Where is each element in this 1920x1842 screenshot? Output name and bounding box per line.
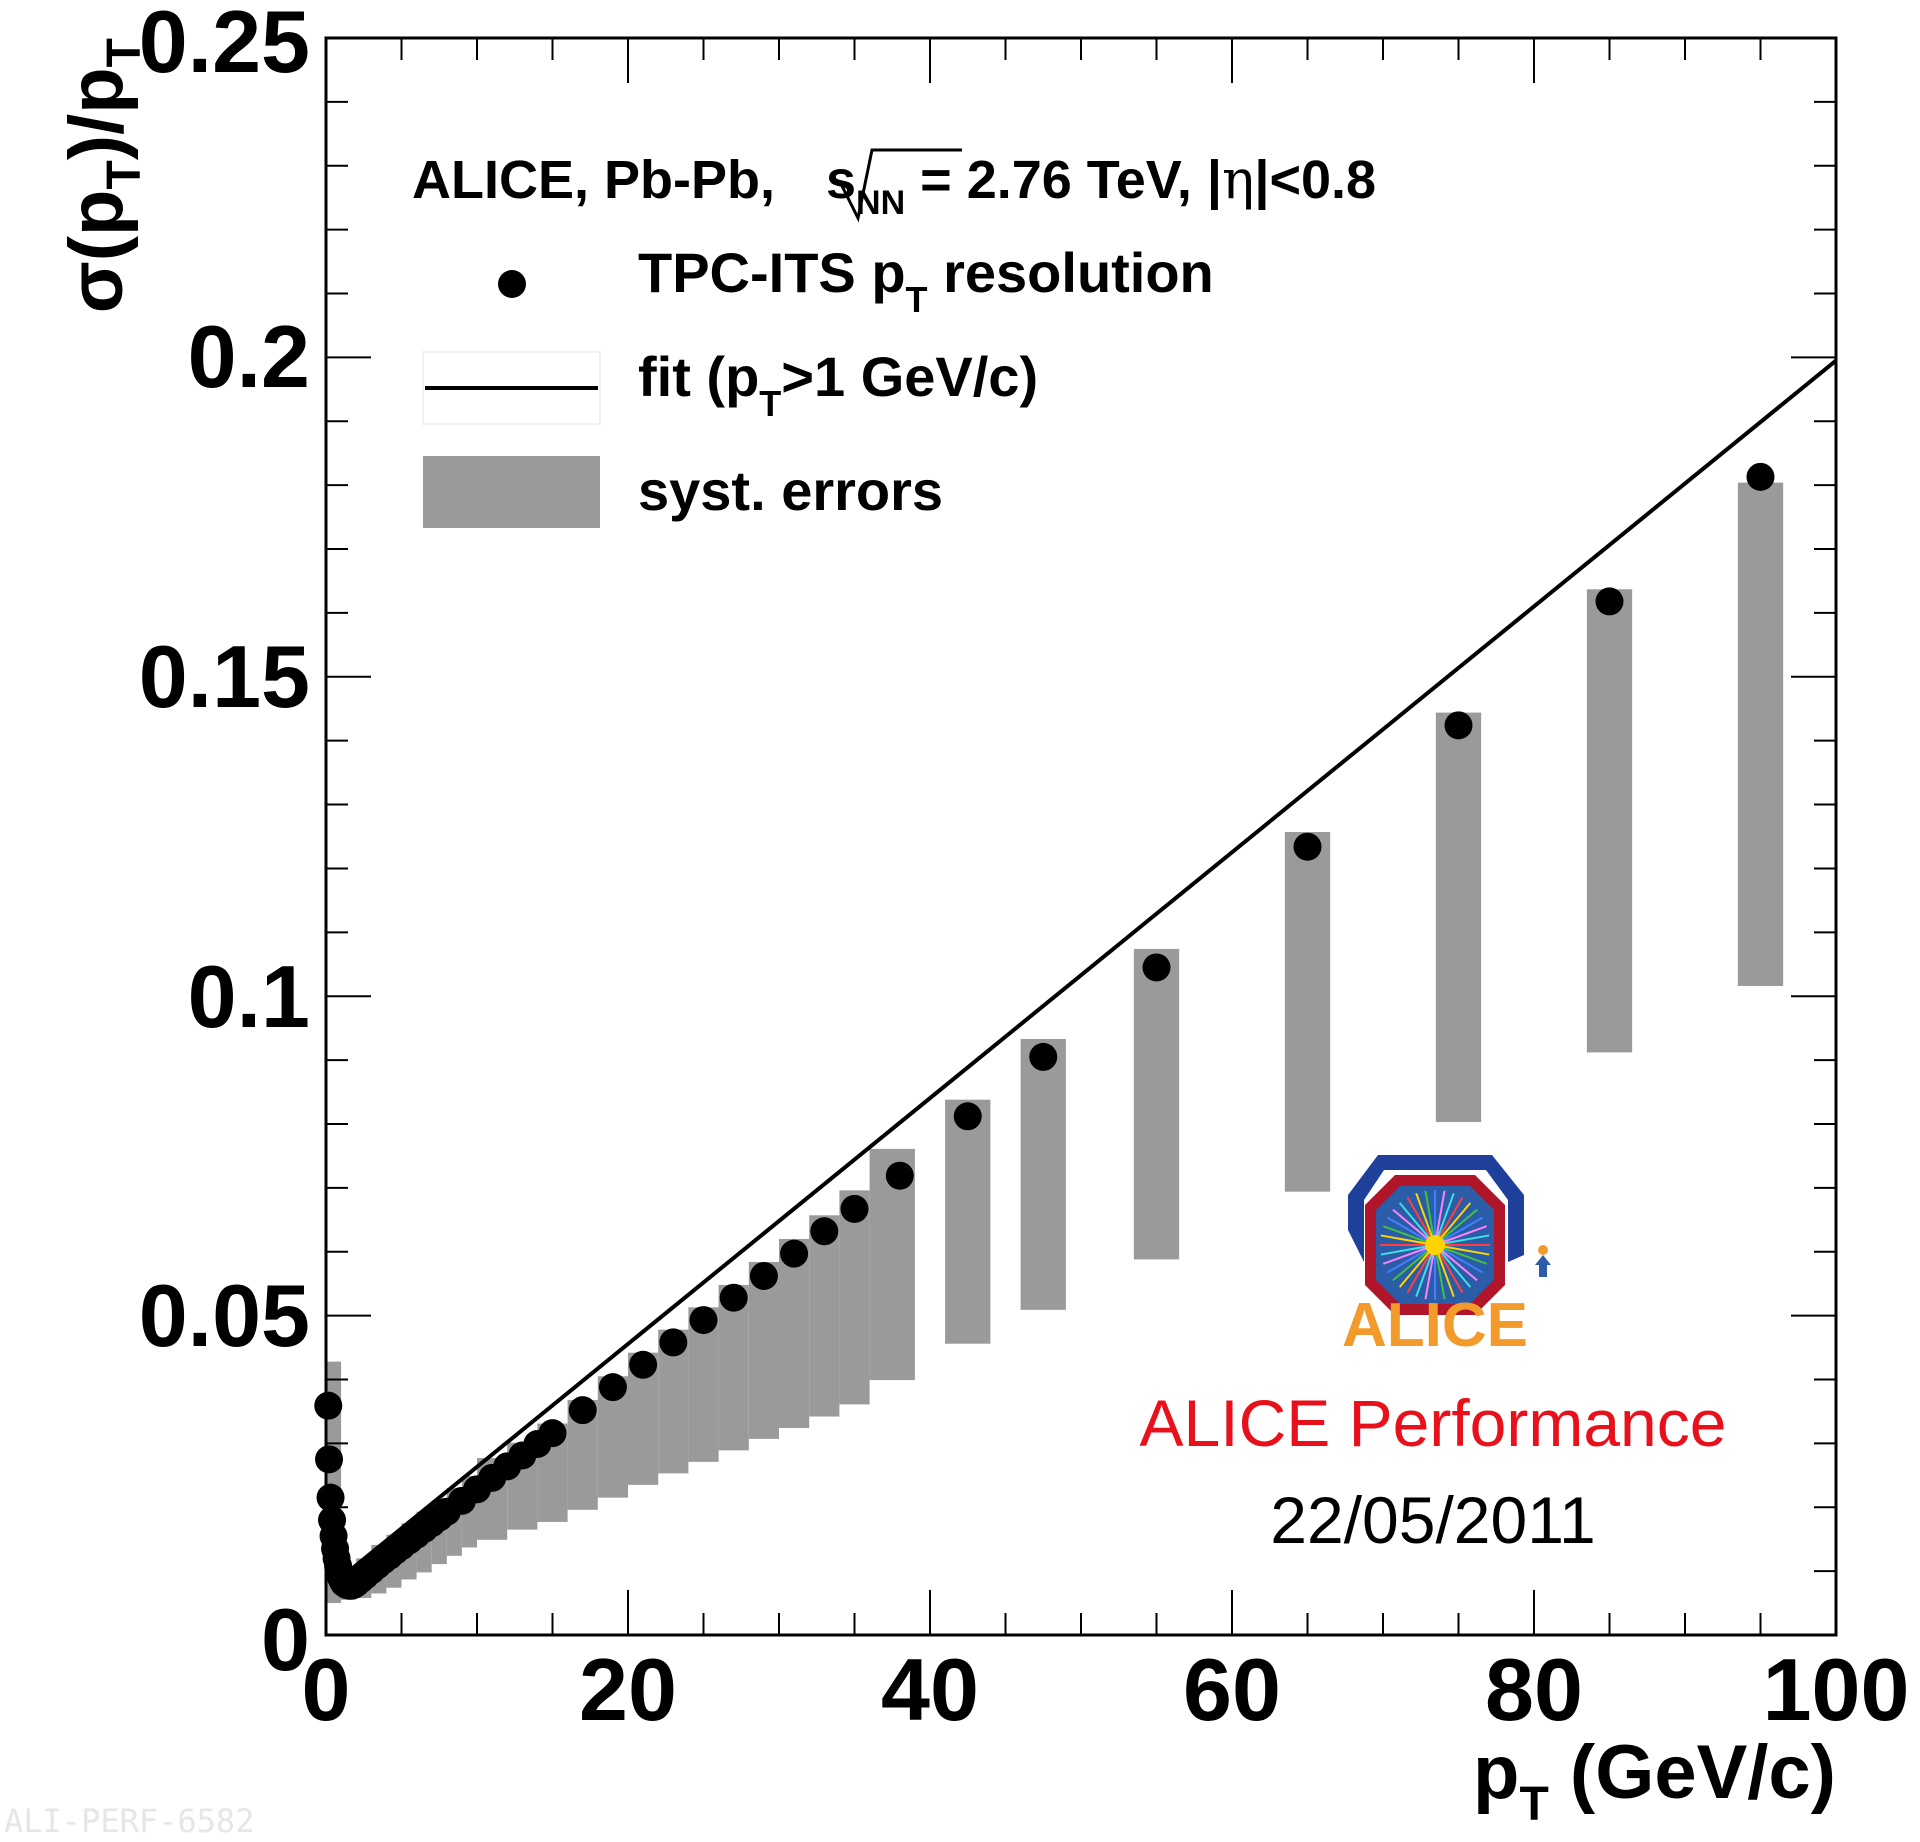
- syst-band: [1133, 948, 1180, 1260]
- sqrt-sign-icon: [840, 148, 962, 223]
- x-axis-title: pT (GeV/c): [1473, 1730, 1836, 1831]
- legend: TPC-ITS pT resolution fit (pT>1 GeV/c) s…: [422, 241, 1214, 528]
- axis-ticks: [325, 37, 1837, 1636]
- syst-band: [945, 1099, 991, 1344]
- data-point: [1293, 832, 1322, 861]
- syst-band: [718, 1284, 749, 1451]
- x-axis-title-sub: T: [1519, 1778, 1548, 1831]
- data-point: [1029, 1042, 1058, 1071]
- logo-figure-icon: [1535, 1255, 1551, 1277]
- legend-label-points: TPC-ITS pT resolution: [638, 241, 1214, 320]
- logo-core-icon: [1425, 1235, 1445, 1255]
- data-point: [689, 1306, 718, 1335]
- x-tick-labels: 0 20 40 60 80 100: [302, 1640, 1910, 1739]
- syst-band: [779, 1238, 810, 1429]
- legend-label-fit-pre: fit (p: [638, 345, 759, 408]
- y-axis-title-a: σ(p: [54, 190, 139, 314]
- legend-band-icon: [423, 456, 600, 528]
- data-point: [840, 1194, 869, 1223]
- legend-marker-icon: [498, 270, 526, 298]
- legend-label-fit: fit (pT>1 GeV/c): [638, 345, 1038, 424]
- syst-band: [1284, 832, 1331, 1192]
- date-label: 22/05/2011: [1270, 1483, 1595, 1557]
- y-tick-label: 0.25: [139, 0, 310, 91]
- data-point: [1444, 711, 1473, 740]
- x-tick-label: 100: [1763, 1640, 1910, 1739]
- alice-logo: ALICE: [1342, 1155, 1551, 1360]
- legend-label-points-post: resolution: [928, 241, 1214, 304]
- y-tick-label: 0.15: [139, 627, 310, 726]
- data-point: [659, 1328, 688, 1357]
- y-axis-title-d: T: [98, 38, 151, 67]
- header-pre: ALICE, Pb-Pb,: [412, 150, 790, 210]
- x-tick-label: 80: [1485, 1640, 1583, 1739]
- fit-line-group: [339, 359, 1838, 1580]
- data-point: [1142, 953, 1171, 982]
- y-tick-label: 0.2: [188, 307, 310, 406]
- data-point: [719, 1283, 748, 1312]
- y-axis-title: σ(pT)/pT: [54, 38, 151, 313]
- data-point: [315, 1445, 344, 1474]
- header-post: = 2.76 TeV, |: [905, 150, 1222, 211]
- syst-band: [748, 1261, 779, 1439]
- data-point: [598, 1373, 627, 1402]
- y-tick-label: 0.1: [188, 947, 310, 1046]
- legend-label-fit-post: >1 GeV/c): [781, 345, 1038, 408]
- data-point: [538, 1419, 567, 1448]
- logo-text: ALICE: [1342, 1291, 1528, 1360]
- x-tick-label: 40: [881, 1640, 979, 1739]
- syst-band: [1435, 712, 1482, 1123]
- syst-band: [1586, 589, 1633, 1053]
- data-point: [629, 1350, 658, 1379]
- data-point: [749, 1261, 778, 1290]
- syst-band: [1020, 1038, 1066, 1310]
- data-point: [314, 1391, 343, 1420]
- watermark-label: ALI-PERF-6582: [4, 1802, 254, 1840]
- y-axis-title-b: T: [98, 160, 151, 189]
- performance-label: ALICE Performance: [1140, 1386, 1727, 1460]
- legend-fit-box: [422, 351, 601, 425]
- header-tail: |<0.8: [1254, 150, 1376, 211]
- data-point: [810, 1217, 839, 1246]
- syst-band: [1737, 482, 1784, 986]
- y-axis-title-c: )/p: [54, 67, 139, 160]
- data-point: [316, 1483, 345, 1512]
- y-tick-labels: 0 0.05 0.1 0.15 0.2 0.25: [139, 0, 310, 1689]
- legend-label-points-pre: TPC-ITS p: [638, 241, 906, 304]
- data-point: [953, 1102, 982, 1131]
- legend-label-fit-sub: T: [759, 383, 781, 424]
- y-tick-label: 0: [261, 1590, 310, 1689]
- data-point: [885, 1161, 914, 1190]
- x-tick-label: 0: [302, 1640, 351, 1739]
- header-s: s: [826, 150, 856, 210]
- syst-band: [839, 1190, 870, 1405]
- x-axis-title-rest: (GeV/c): [1549, 1730, 1836, 1815]
- data-point: [1746, 462, 1775, 491]
- syst-band: [809, 1215, 840, 1417]
- data-point: [568, 1396, 597, 1425]
- data-point: [780, 1239, 809, 1268]
- y-tick-label: 0.05: [139, 1266, 310, 1365]
- x-tick-label: 20: [579, 1640, 677, 1739]
- logo-figure-head-icon: [1538, 1245, 1548, 1255]
- header-label: ALICE, Pb-Pb, sNN = 2.76 TeV, |η|<0.8: [412, 148, 1376, 222]
- fit-line: [339, 359, 1838, 1580]
- legend-label-syst: syst. errors: [638, 459, 943, 522]
- legend-label-points-sub: T: [906, 279, 928, 320]
- header-eta: η: [1222, 148, 1254, 211]
- x-tick-label: 60: [1183, 1640, 1281, 1739]
- data-points: [314, 462, 1775, 1600]
- x-axis-title-main: p: [1473, 1730, 1519, 1815]
- data-point: [1595, 587, 1624, 616]
